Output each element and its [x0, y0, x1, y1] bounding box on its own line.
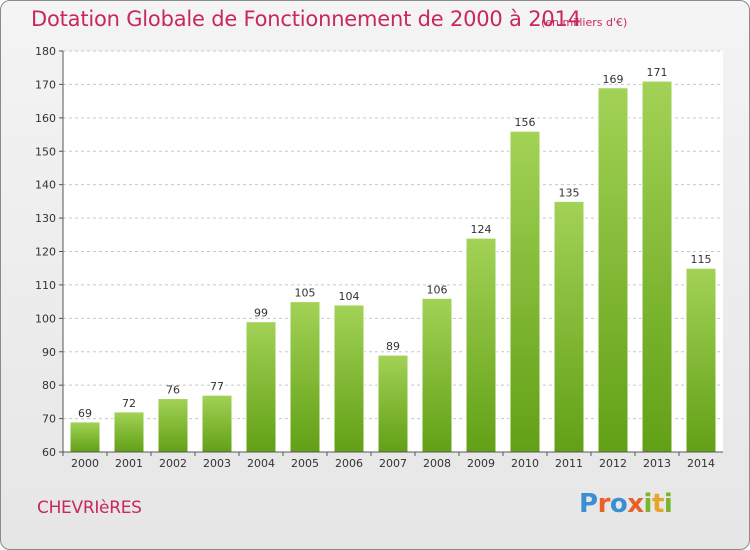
chart-subtitle: (en milliers d'€): [541, 16, 628, 29]
bar: [245, 321, 277, 453]
y-tick-labels: 60 70 80 90 100 110 120 130 140 150 160 170 180: [35, 45, 56, 459]
chart-title: Dotation Globale de Fonctionnement de 20…: [31, 7, 581, 31]
bar: [597, 87, 629, 453]
x-tick-label: 2011: [555, 457, 583, 470]
bar: [113, 411, 145, 453]
bar-value-label: 169: [603, 73, 624, 86]
y-tick-label: 170: [35, 78, 56, 91]
x-tick-label: 2004: [247, 457, 275, 470]
bar-value-label: 115: [691, 253, 712, 266]
logo-letter: o: [609, 489, 628, 519]
bar-value-label: 99: [254, 307, 268, 320]
bar-value-label: 76: [166, 384, 180, 397]
x-tick-label: 2007: [379, 457, 407, 470]
y-tick-label: 180: [35, 45, 56, 58]
x-tick-label: 2006: [335, 457, 363, 470]
bar: [201, 394, 233, 453]
y-tick-label: 130: [35, 212, 56, 225]
y-tick-label: 60: [42, 446, 56, 459]
x-tick-label: 2002: [159, 457, 187, 470]
bar: [377, 354, 409, 453]
bar: [69, 421, 101, 453]
x-tick-label: 2009: [467, 457, 495, 470]
bar: [553, 200, 585, 453]
bar-value-label: 106: [427, 283, 448, 296]
bar-value-label: 135: [559, 186, 580, 199]
bar-value-label: 69: [78, 407, 92, 420]
bar: [157, 398, 189, 453]
logo-letter: P: [579, 489, 598, 519]
y-tick-label: 90: [42, 346, 56, 359]
y-tick-label: 80: [42, 379, 56, 392]
x-tick-labels: 2000 2001 2002 2003 2004 2005 2006 2007 2008 2009…: [62, 452, 715, 470]
y-tick-label: 110: [35, 279, 56, 292]
logo-letter: i: [663, 489, 673, 519]
y-tick-label: 160: [35, 112, 56, 125]
x-tick-label: 2014: [687, 457, 715, 470]
x-tick-label: 2001: [115, 457, 143, 470]
bar-value-label: 105: [295, 287, 316, 300]
logo-letter: t: [651, 489, 664, 519]
x-tick-label: 2012: [599, 457, 627, 470]
x-tick-label: 2013: [643, 457, 671, 470]
bar: [509, 130, 541, 453]
x-tick-label: 2010: [511, 457, 539, 470]
x-tick-label: 2008: [423, 457, 451, 470]
bar: [465, 237, 497, 453]
x-tick-label: 2003: [203, 457, 231, 470]
bar-value-label: 104: [339, 290, 360, 303]
logo-letter: r: [597, 489, 611, 519]
axes: [62, 51, 723, 453]
bar: [289, 301, 321, 453]
bar: [333, 304, 365, 453]
bar-value-label: 156: [515, 116, 536, 129]
x-tick-label: 2005: [291, 457, 319, 470]
proxiti-logo: Proxiti: [579, 489, 673, 519]
grid-lines: [59, 50, 723, 453]
bar-value-label: 77: [210, 380, 224, 393]
y-tick-label: 100: [35, 312, 56, 325]
bar: [685, 267, 717, 453]
logo-letter: x: [627, 489, 644, 519]
x-tick-label: 2000: [71, 457, 99, 470]
bar-value-label: 89: [386, 340, 400, 353]
bar: [421, 297, 453, 453]
bar-value-label: 124: [471, 223, 492, 236]
bar: [641, 80, 673, 453]
bar-value-label: 72: [122, 397, 136, 410]
y-tick-label: 120: [35, 246, 56, 259]
town-name: CHEVRIèRES: [37, 498, 142, 518]
y-tick-label: 140: [35, 179, 56, 192]
y-tick-label: 70: [42, 413, 56, 426]
y-tick-label: 150: [35, 145, 56, 158]
logo-letter: i: [643, 489, 653, 519]
bars: 69 72 76 77 99 105 104 89 106 124 156 135 169 171 115: [69, 66, 717, 453]
bar-value-label: 171: [647, 66, 668, 79]
